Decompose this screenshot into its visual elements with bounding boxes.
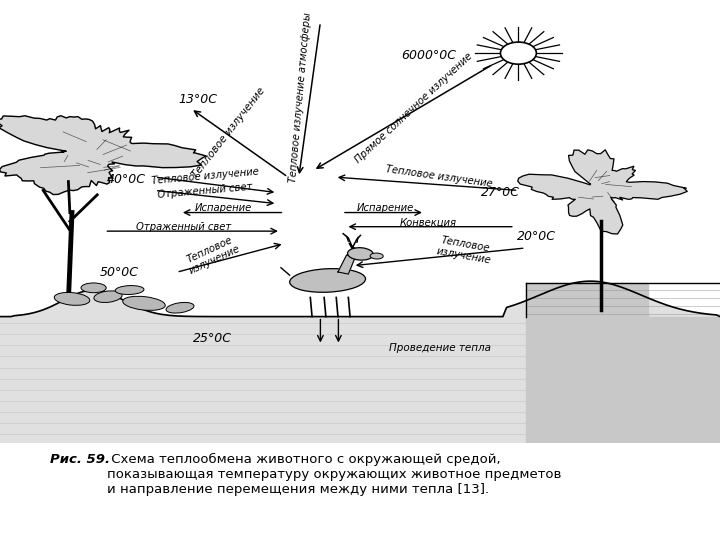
Ellipse shape bbox=[115, 286, 144, 294]
Text: 20°0C: 20°0C bbox=[517, 231, 556, 244]
Text: 25°0C: 25°0C bbox=[193, 332, 232, 345]
Text: Тепловое излучение атмосферы: Тепловое излучение атмосферы bbox=[288, 12, 312, 183]
Ellipse shape bbox=[81, 283, 106, 293]
Ellipse shape bbox=[54, 293, 90, 305]
Text: Тепловое излучение: Тепловое излучение bbox=[385, 164, 493, 188]
Text: Испарение: Испарение bbox=[356, 203, 414, 213]
Polygon shape bbox=[518, 150, 687, 234]
Circle shape bbox=[500, 42, 536, 64]
Polygon shape bbox=[0, 116, 206, 194]
Text: Отраженный свет: Отраженный свет bbox=[136, 222, 231, 232]
Ellipse shape bbox=[122, 296, 166, 310]
Ellipse shape bbox=[166, 302, 194, 313]
Text: Прямое солнечное излучение: Прямое солнечное излучение bbox=[354, 51, 474, 165]
Ellipse shape bbox=[370, 253, 383, 259]
Text: 6000°0C: 6000°0C bbox=[401, 49, 456, 62]
Text: Тепловое излучение: Тепловое излучение bbox=[151, 166, 259, 186]
Text: Тепловое
излучение: Тепловое излучение bbox=[183, 233, 242, 276]
Text: Рис. 59.: Рис. 59. bbox=[50, 453, 110, 466]
Polygon shape bbox=[526, 284, 720, 443]
Text: Испарение: Испарение bbox=[194, 203, 252, 213]
Text: Тепловое
излучение: Тепловое излучение bbox=[436, 235, 493, 266]
Text: Тепловое излучение: Тепловое излучение bbox=[190, 86, 266, 180]
Text: Отраженный свет: Отраженный свет bbox=[158, 182, 253, 200]
Text: 40°0C: 40°0C bbox=[107, 173, 145, 186]
Ellipse shape bbox=[289, 268, 366, 292]
Ellipse shape bbox=[348, 248, 373, 260]
Text: 50°0C: 50°0C bbox=[99, 266, 138, 279]
Ellipse shape bbox=[94, 291, 122, 302]
Text: 13°0C: 13°0C bbox=[179, 93, 217, 106]
Text: 27°0C: 27°0C bbox=[481, 186, 520, 199]
Text: Схема теплообмена животного с окружающей средой,
показывающая температуру окружа: Схема теплообмена животного с окружающей… bbox=[107, 453, 561, 496]
Polygon shape bbox=[338, 255, 355, 274]
Text: Проведение тепла: Проведение тепла bbox=[389, 342, 491, 353]
Text: Конвекция: Конвекция bbox=[400, 217, 457, 227]
